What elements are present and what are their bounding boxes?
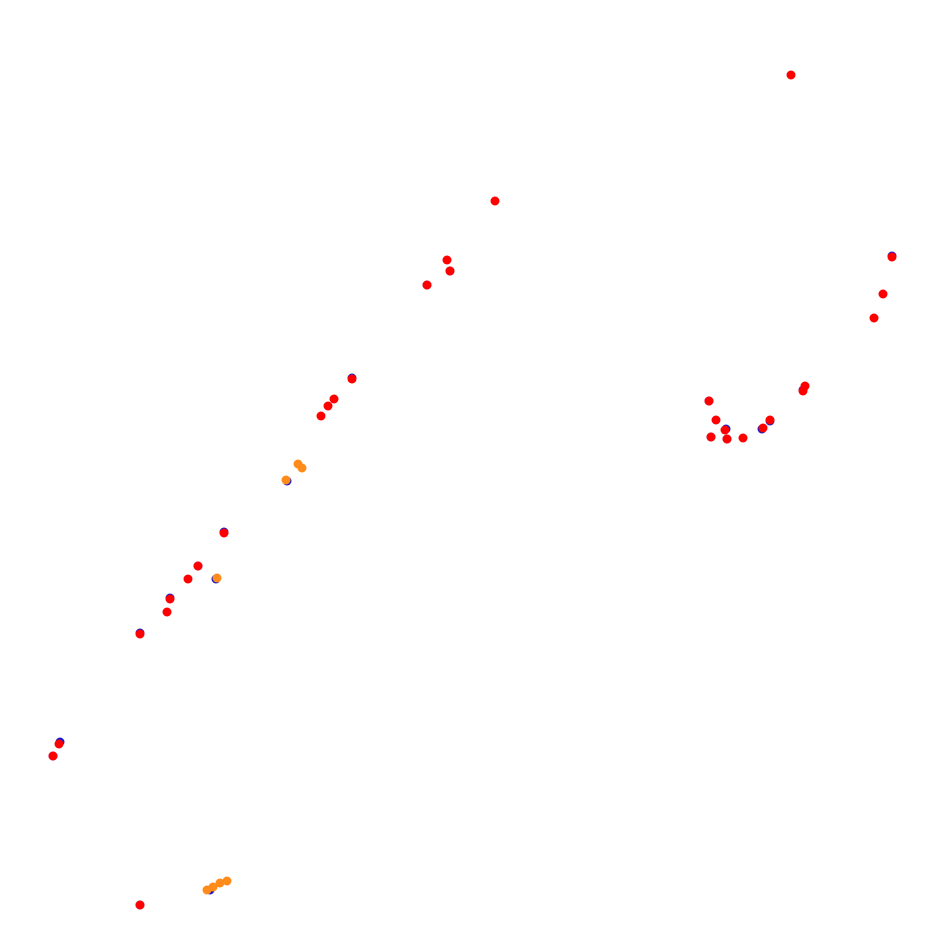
point [798, 386, 808, 396]
point [323, 401, 333, 411]
point [445, 266, 455, 276]
point [135, 629, 145, 639]
point [281, 475, 291, 485]
point [720, 425, 730, 435]
point [162, 607, 172, 617]
point [869, 313, 879, 323]
point [135, 900, 145, 910]
point [208, 882, 218, 892]
point [183, 574, 193, 584]
point [887, 252, 897, 262]
point [347, 374, 357, 384]
point [711, 415, 721, 425]
point [706, 432, 716, 442]
point [222, 876, 232, 886]
point [442, 255, 452, 265]
point [722, 434, 732, 444]
point [758, 423, 768, 433]
point [738, 433, 748, 443]
point [297, 463, 307, 473]
point [215, 878, 225, 888]
point [329, 394, 339, 404]
point [193, 561, 203, 571]
point [48, 751, 58, 761]
point [765, 415, 775, 425]
point [422, 280, 432, 290]
point [704, 396, 714, 406]
point [490, 196, 500, 206]
point [165, 594, 175, 604]
point [219, 528, 229, 538]
point [878, 289, 888, 299]
point [316, 411, 326, 421]
point [54, 739, 64, 749]
point [212, 573, 222, 583]
point [786, 70, 796, 80]
